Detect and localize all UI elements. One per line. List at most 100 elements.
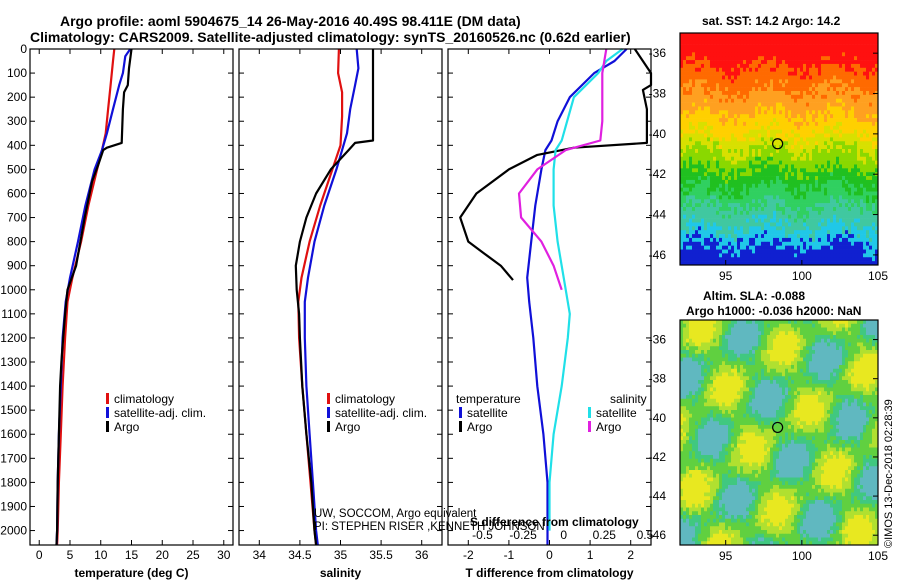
map-cell — [710, 230, 714, 235]
map-cell — [848, 56, 852, 61]
map-cell — [875, 191, 879, 196]
map-cell — [710, 346, 714, 351]
map-cell — [752, 164, 756, 169]
map-cell — [827, 230, 831, 235]
map-cell — [791, 52, 795, 57]
map-cell — [740, 114, 744, 119]
map-cell — [692, 203, 696, 208]
map-cell — [848, 102, 852, 107]
map-cell — [794, 335, 798, 340]
map-cell — [764, 133, 768, 138]
map-cell — [854, 176, 858, 181]
map-cell — [686, 249, 690, 254]
map-cell — [701, 145, 705, 150]
map-cell — [686, 253, 690, 258]
map-cell — [779, 36, 783, 42]
depth-tick-label: 800 — [7, 235, 27, 249]
map-cell — [800, 350, 804, 355]
map-cell — [770, 253, 774, 258]
depth-tick-label: 600 — [7, 186, 27, 200]
map-cell — [695, 210, 699, 216]
map-cell — [836, 94, 840, 100]
map-cell — [701, 230, 705, 235]
map-cell — [794, 350, 798, 355]
map-cell — [716, 102, 720, 107]
map-cell — [797, 226, 801, 231]
map-cell — [806, 164, 810, 169]
map-cell — [707, 164, 711, 169]
map-cell — [770, 149, 774, 154]
map-cell — [728, 67, 732, 72]
map-cell — [800, 210, 804, 216]
map-cell — [683, 156, 687, 161]
map-cell — [866, 67, 870, 72]
map-cell — [746, 241, 750, 246]
map-cell — [782, 33, 786, 38]
map-cell — [680, 179, 684, 185]
map-cell — [830, 164, 834, 169]
map-cell — [854, 187, 858, 192]
map-cell — [758, 234, 762, 239]
map-cell — [797, 52, 801, 57]
map-cell — [743, 241, 747, 246]
map-cell — [860, 137, 864, 142]
map-cell — [806, 172, 810, 177]
map-cell — [764, 249, 768, 254]
map-cell — [842, 114, 846, 119]
map-cell — [824, 338, 828, 343]
map-cell — [740, 226, 744, 231]
map-cell — [698, 207, 702, 212]
map-cell — [791, 133, 795, 138]
map-cell — [875, 63, 879, 69]
map-cell — [683, 40, 687, 45]
map-cell — [737, 320, 741, 325]
map-cell — [782, 56, 786, 61]
map-cell — [746, 179, 750, 185]
map-cell — [860, 75, 864, 80]
map-cell — [749, 67, 753, 72]
map-cell — [728, 40, 732, 45]
map-cell — [833, 121, 837, 127]
map-cell — [818, 350, 822, 355]
map-cell — [836, 56, 840, 61]
map-cell — [812, 67, 816, 72]
map-cell — [836, 149, 840, 154]
map-cell — [773, 179, 777, 185]
map-cell — [863, 183, 867, 188]
map-cell — [812, 91, 816, 96]
map-cell — [824, 149, 828, 154]
map-cell — [806, 141, 810, 146]
map-cell — [773, 323, 777, 328]
map-cell — [752, 222, 756, 227]
map-cell — [758, 152, 762, 158]
map-cell — [710, 327, 714, 332]
map-cell — [737, 338, 741, 343]
map-cell — [689, 191, 693, 196]
map-cell — [698, 195, 702, 200]
map-cell — [863, 106, 867, 111]
map-cell — [701, 335, 705, 340]
map-cell — [710, 102, 714, 107]
map-cell — [809, 249, 813, 254]
map-cell — [728, 214, 732, 219]
map-cell — [683, 183, 687, 188]
map-cell — [758, 156, 762, 161]
map-cell — [767, 152, 771, 158]
map-cell — [719, 191, 723, 196]
map-cell — [851, 106, 855, 111]
map-cell — [812, 156, 816, 161]
map-cell — [731, 218, 735, 223]
map-cell — [713, 52, 717, 57]
map-cell — [689, 67, 693, 72]
map-cell — [860, 52, 864, 57]
map-cell — [734, 257, 738, 262]
map-cell — [827, 323, 831, 328]
map-cell — [776, 118, 780, 123]
map-cell — [686, 83, 690, 88]
map-cell — [794, 110, 798, 115]
map-cell — [860, 40, 864, 45]
map-cell — [875, 323, 879, 328]
map-cell — [848, 33, 852, 38]
map-cell — [800, 331, 804, 336]
map-cell — [785, 152, 789, 158]
